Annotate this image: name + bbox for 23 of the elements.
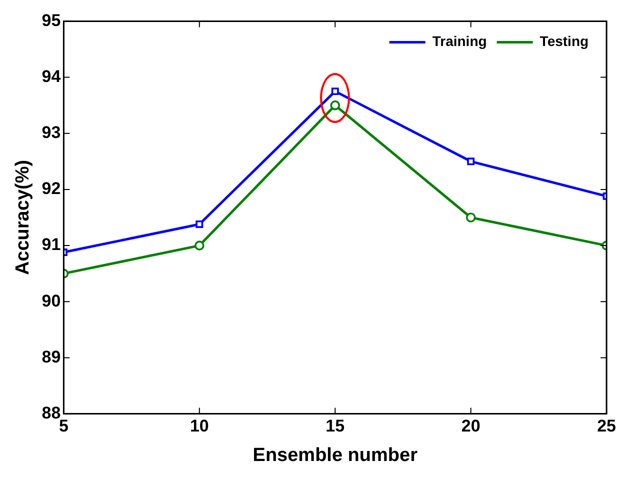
x-tick-label: 15: [326, 416, 345, 436]
point: [331, 88, 339, 96]
point: [196, 220, 204, 228]
x-tick-label: 20: [461, 416, 480, 436]
point: [330, 100, 340, 110]
y-tick-label: 88: [42, 403, 61, 422]
point: [194, 240, 204, 250]
point: [466, 212, 476, 222]
legend-label: Training: [432, 33, 487, 50]
y-tick-label: 92: [42, 179, 61, 198]
y-tick-label: 94: [42, 66, 62, 86]
y-tick-label: 89: [42, 347, 61, 366]
x-axis-title: Ensemble number: [252, 444, 418, 466]
legend-label: Testing: [540, 33, 589, 50]
y-axis-title: Accuracy(%): [12, 160, 34, 276]
y-tick-label: 93: [42, 123, 61, 142]
x-tick-label: 10: [190, 416, 209, 436]
y-tick-label: 90: [42, 291, 61, 310]
x-tick-label: 5: [58, 416, 68, 436]
x-tick-label: 25: [597, 416, 616, 436]
y-tick-label: 91: [42, 235, 61, 254]
point: [467, 158, 475, 166]
y-tick-label: 95: [42, 10, 61, 30]
